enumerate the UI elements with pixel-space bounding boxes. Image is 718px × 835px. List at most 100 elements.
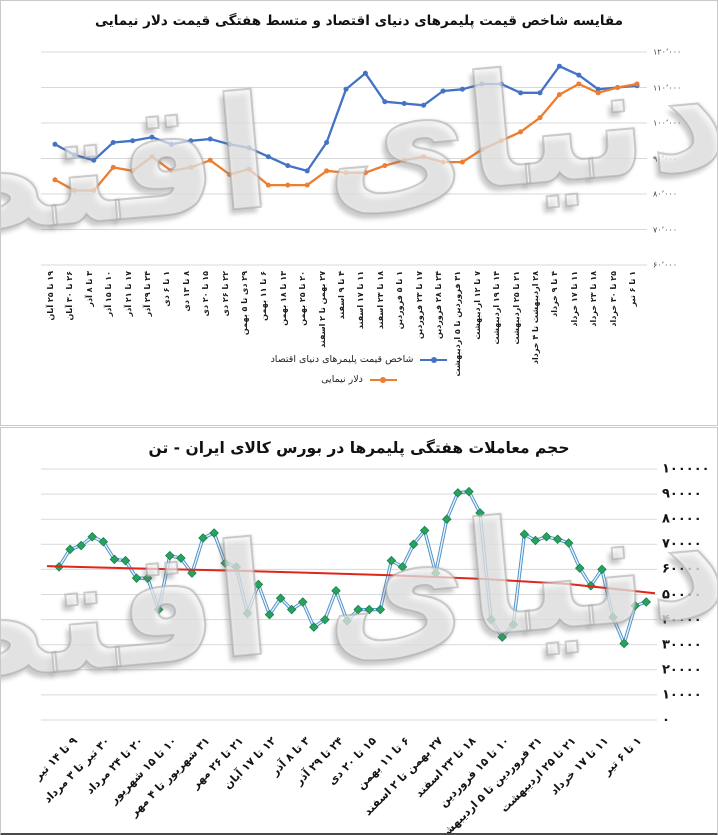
data-point-marker xyxy=(508,619,519,630)
data-point-marker xyxy=(188,164,194,170)
legend-line-sample-blue xyxy=(420,356,448,363)
legend-line-sample-orange xyxy=(369,376,397,383)
data-point-marker xyxy=(91,187,97,193)
data-point-marker xyxy=(91,157,97,163)
data-point-marker xyxy=(253,579,264,590)
data-point-marker xyxy=(453,488,463,498)
data-point-marker xyxy=(401,100,407,106)
legend-item-nima-dollar: دلار نیمایی xyxy=(321,374,397,385)
chart1-plot-area xyxy=(41,51,647,266)
data-point-marker xyxy=(320,614,330,625)
data-point-marker xyxy=(576,72,582,78)
data-point-marker xyxy=(207,136,213,142)
data-point-marker xyxy=(537,90,543,96)
data-point-marker xyxy=(353,604,363,615)
data-point-marker xyxy=(537,115,543,121)
series-line xyxy=(57,489,647,646)
series-line-highlight xyxy=(58,490,647,645)
data-point-marker xyxy=(382,99,388,105)
data-point-marker xyxy=(342,616,352,626)
data-point-marker xyxy=(459,86,465,92)
chart1-title: مقایسه شاخص قیمت پلیمرهای دنیای اقتصاد و… xyxy=(94,13,623,29)
data-point-marker xyxy=(375,604,386,615)
data-point-marker xyxy=(207,157,213,163)
data-point-marker xyxy=(242,608,253,619)
data-point-marker xyxy=(519,529,530,540)
data-point-marker xyxy=(419,525,430,536)
trendline xyxy=(46,565,656,595)
data-point-marker xyxy=(130,168,136,174)
data-point-marker xyxy=(110,164,116,170)
data-point-marker xyxy=(362,170,368,176)
data-point-marker xyxy=(227,141,233,147)
legend-label: دلار نیمایی xyxy=(321,374,363,385)
data-point-marker xyxy=(479,81,485,87)
data-point-marker xyxy=(297,597,308,607)
data-point-marker xyxy=(76,540,86,551)
data-point-marker xyxy=(71,187,77,193)
data-point-marker xyxy=(440,159,446,165)
data-point-marker xyxy=(131,573,142,583)
data-point-marker xyxy=(227,171,233,177)
data-point-marker xyxy=(530,535,541,546)
data-point-marker xyxy=(304,168,310,174)
data-point-marker xyxy=(265,154,271,160)
chart-polymer-index-vs-dollar: مقایسه شاخص قیمت پلیمرهای دنیای اقتصاد و… xyxy=(0,0,718,426)
data-point-marker xyxy=(265,182,271,188)
data-point-marker xyxy=(52,141,58,147)
data-point-marker xyxy=(331,585,341,596)
data-point-marker xyxy=(87,532,98,542)
data-point-marker xyxy=(442,514,452,524)
data-point-marker xyxy=(324,140,330,146)
data-point-marker xyxy=(149,154,155,160)
data-point-marker xyxy=(343,86,349,92)
data-point-marker xyxy=(153,604,164,615)
data-point-marker xyxy=(304,182,310,188)
data-point-marker xyxy=(401,157,407,163)
data-point-marker xyxy=(52,177,58,183)
data-point-marker xyxy=(479,147,485,153)
data-point-marker xyxy=(324,168,330,174)
legend-marker-dot xyxy=(380,376,387,383)
legend-item-polymer-index: شاخص قیمت پلیمرهای دنیای اقتصاد xyxy=(271,354,448,365)
data-point-marker xyxy=(641,597,652,607)
data-point-marker xyxy=(498,138,504,144)
data-point-marker xyxy=(110,140,116,146)
data-point-marker xyxy=(619,638,629,649)
series-line xyxy=(54,65,638,173)
data-point-marker xyxy=(440,88,446,94)
data-point-marker xyxy=(65,544,75,555)
data-point-marker xyxy=(109,554,120,565)
data-point-marker xyxy=(475,508,485,518)
data-point-marker xyxy=(149,134,155,140)
data-point-marker xyxy=(120,555,131,566)
data-point-marker xyxy=(397,562,408,572)
data-point-marker xyxy=(168,168,174,174)
data-point-marker xyxy=(285,182,291,188)
chart2-plot-area xyxy=(41,468,657,721)
data-point-marker xyxy=(408,539,419,550)
chart1-legend: شاخص قیمت پلیمرهای دنیای اقتصاد دلار نیم… xyxy=(1,354,717,385)
data-point-marker xyxy=(615,85,621,90)
data-point-marker xyxy=(574,563,585,573)
data-point-marker xyxy=(576,81,582,87)
data-point-marker xyxy=(309,622,319,632)
data-point-marker xyxy=(597,564,607,575)
data-point-marker xyxy=(486,614,496,625)
data-point-marker xyxy=(386,555,397,566)
data-point-marker xyxy=(459,159,465,165)
data-point-marker xyxy=(71,152,77,158)
data-point-marker xyxy=(595,86,601,92)
data-point-marker xyxy=(552,534,563,545)
data-point-marker xyxy=(168,141,174,147)
data-point-marker xyxy=(518,129,524,135)
data-point-marker xyxy=(634,81,640,87)
data-point-marker xyxy=(176,553,186,563)
data-point-marker xyxy=(364,604,375,615)
data-point-marker xyxy=(556,92,562,98)
data-point-marker xyxy=(421,154,427,160)
data-point-marker xyxy=(130,138,136,144)
data-point-marker xyxy=(246,145,252,151)
chart2-title: حجم معاملات هفتگی پلیمرها در بورس کالای … xyxy=(148,439,570,457)
